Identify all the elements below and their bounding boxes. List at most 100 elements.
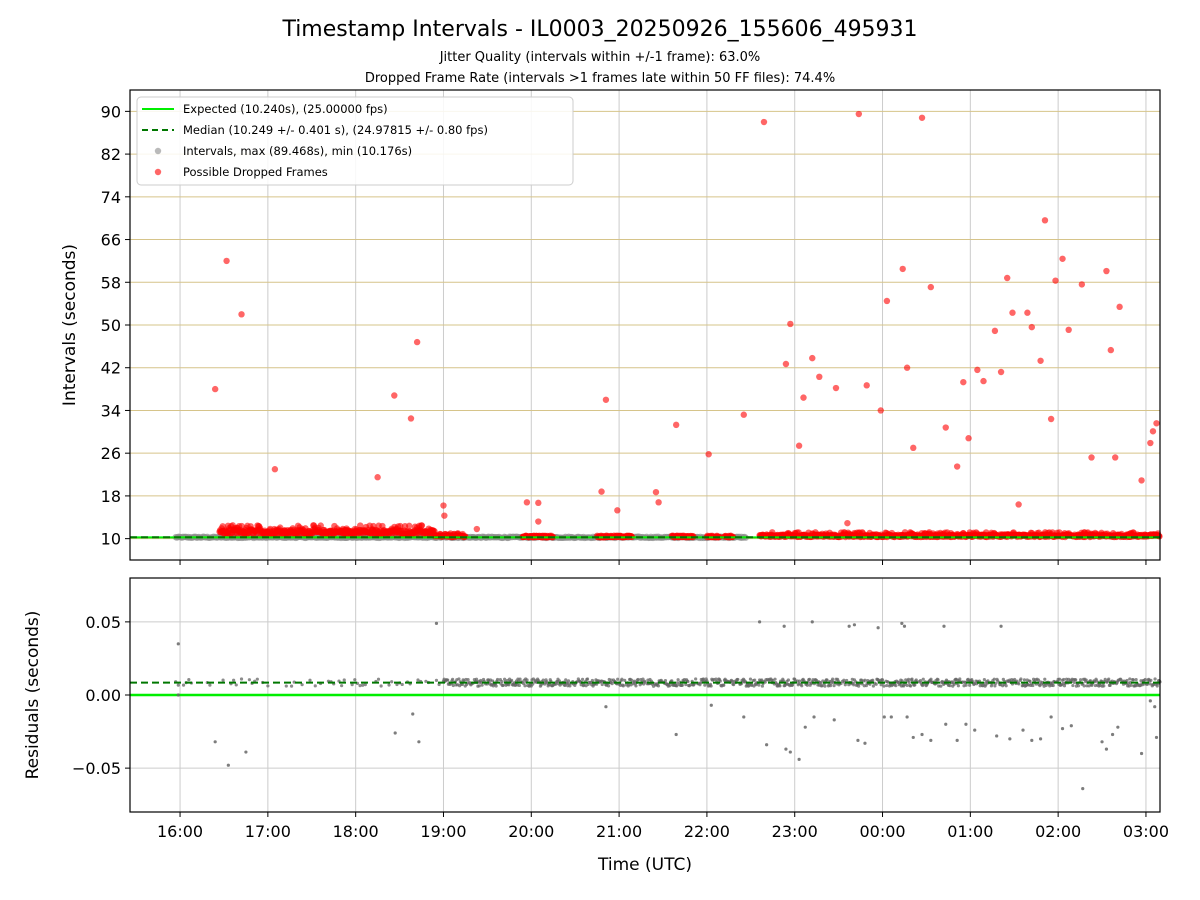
intervals-data — [130, 110, 1163, 542]
residual-outlier-point — [765, 743, 769, 747]
residual-point — [910, 677, 914, 681]
residual-point — [568, 684, 572, 688]
dropped-outlier-point — [942, 424, 949, 431]
dropped-outlier-point — [816, 373, 823, 381]
x-tick-label: 20:00 — [508, 822, 554, 841]
dropped-outlier-point — [535, 499, 542, 507]
dropped-outlier-point — [535, 518, 542, 525]
residual-point — [451, 677, 455, 681]
dropped-outlier-point — [238, 311, 245, 318]
legend-intervals-label: Intervals, max (89.468s), min (10.176s) — [183, 144, 412, 158]
dropped-outlier-point — [1103, 267, 1110, 275]
residual-outlier-point — [1081, 787, 1085, 791]
dropped-outlier-point — [614, 507, 621, 514]
residual-point — [885, 683, 889, 688]
residual-point — [395, 682, 399, 687]
dropped-outlier-point — [899, 265, 906, 273]
dropped-outlier-point — [883, 297, 891, 305]
legend: Expected (10.240s), (25.00000 fps) Media… — [136, 96, 574, 186]
residual-point — [939, 684, 943, 688]
residual-outlier-point — [434, 621, 439, 625]
residual-point — [952, 682, 956, 687]
residual-outlier-point — [882, 715, 886, 719]
residual-point — [363, 683, 367, 687]
residual-outlier-point — [832, 718, 836, 722]
x-tick-label: 22:00 — [684, 822, 730, 841]
residual-point — [621, 684, 625, 688]
intervals-y-tick-label: 26 — [101, 444, 121, 463]
dropped-point — [406, 522, 413, 530]
residual-point — [518, 677, 522, 681]
intervals-y-tick-label: 18 — [101, 487, 121, 506]
residual-outlier-point — [1008, 737, 1012, 741]
residual-outlier-point — [176, 642, 180, 646]
dropped-outlier-point — [1107, 346, 1115, 354]
dropped-outlier-point — [1041, 217, 1049, 224]
residual-point — [1149, 678, 1153, 683]
residual-point — [1103, 677, 1107, 681]
x-tick-label: 21:00 — [596, 822, 642, 841]
dropped-outlier-point — [965, 435, 972, 442]
residual-point — [1071, 683, 1075, 688]
residual-point — [948, 683, 952, 688]
legend-median-label: Median (10.249 +/- 0.401 s), (24.97815 +… — [183, 123, 488, 137]
residual-point — [239, 677, 244, 681]
residual-point — [906, 677, 911, 681]
residual-point — [501, 683, 505, 687]
dropped-outlier-point — [655, 499, 662, 506]
residual-point — [636, 677, 640, 682]
residual-point — [400, 682, 404, 687]
residual-point — [907, 680, 911, 684]
dropped-outlier-point — [910, 444, 917, 452]
dropped-outlier-point — [782, 360, 790, 368]
dropped-outlier-point — [374, 474, 381, 481]
residual-point — [874, 682, 878, 686]
dropped-outlier-point — [927, 283, 935, 291]
residual-point — [909, 684, 913, 688]
residual-point — [992, 677, 996, 681]
dropped-outlier-point — [1153, 420, 1160, 427]
residual-point — [1084, 678, 1088, 682]
residual-outlier-point — [905, 715, 909, 719]
residual-point — [1076, 684, 1081, 688]
dropped-outlier-point — [1116, 303, 1123, 311]
residual-outlier-point — [920, 732, 924, 737]
dropped-outlier-point — [413, 338, 421, 346]
residual-point — [1036, 678, 1041, 682]
residual-point — [871, 684, 875, 688]
residual-point — [623, 678, 627, 682]
residual-point — [871, 678, 875, 682]
dropped-outlier-point — [602, 396, 610, 403]
dropped-outlier-point — [760, 118, 768, 126]
residual-point — [786, 678, 790, 682]
residual-point — [879, 683, 883, 687]
legend-dropped-label: Possible Dropped Frames — [183, 165, 328, 179]
residual-outlier-point — [782, 624, 786, 628]
residual-outlier-point — [902, 624, 907, 628]
residual-point — [929, 677, 933, 681]
residual-outlier-point — [999, 624, 1003, 628]
residual-point — [358, 684, 362, 688]
legend-dropped-swatch — [154, 168, 162, 176]
legend-expected-label: Expected (10.240s), (25.00000 fps) — [183, 102, 388, 116]
residual-point — [828, 684, 833, 688]
residual-outlier-point — [1110, 732, 1115, 737]
residual-point — [709, 684, 713, 688]
dropped-outlier-point — [953, 463, 961, 470]
dropped-outlier-point — [705, 451, 712, 458]
residual-point — [1131, 678, 1135, 682]
residual-point — [1062, 677, 1066, 682]
dropped-outlier-point — [809, 354, 816, 362]
residual-outlier-point — [176, 693, 180, 697]
residual-point — [1057, 677, 1062, 681]
intervals-panel: 10 18 26 34 42 50 58 66 74 82 90 Intervals (second… — [60, 89, 1163, 565]
dropped-outlier-point — [832, 384, 840, 392]
dropped-outlier-point — [672, 421, 680, 429]
dropped-outlier-point — [903, 364, 911, 371]
residual-point — [1102, 684, 1106, 688]
dropped-outlier-point — [1009, 309, 1016, 316]
residual-outlier-point — [1139, 751, 1144, 756]
residual-outlier-point — [226, 763, 230, 767]
dropped-outlier-point — [407, 415, 415, 422]
dropped-outlier-point — [1138, 477, 1145, 484]
